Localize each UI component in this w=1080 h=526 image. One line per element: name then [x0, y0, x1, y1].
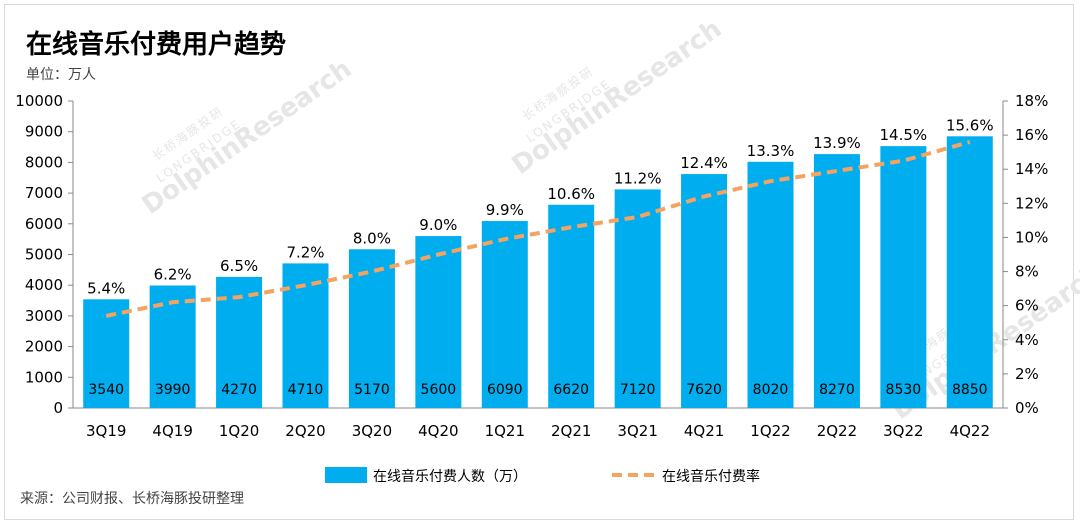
bar-value-label: 7620 — [686, 382, 722, 398]
y-left-tick-label: 5000 — [25, 246, 63, 264]
x-tick-label: 3Q22 — [883, 422, 923, 440]
y-right-tick-label: 12% — [1015, 194, 1048, 212]
bar-value-label: 4710 — [288, 382, 324, 398]
bar-value-label: 8270 — [819, 382, 855, 398]
rate-label: 11.2% — [614, 169, 662, 187]
y-left-tick-label: 0 — [53, 399, 63, 417]
bar-value-label: 6090 — [487, 382, 523, 398]
y-right-tick-label: 0% — [1015, 399, 1039, 417]
chart-frame — [4, 4, 1074, 520]
bar — [348, 249, 395, 408]
bar-value-label: 6620 — [553, 382, 589, 398]
rate-label: 6.5% — [220, 257, 258, 275]
bar — [880, 146, 927, 408]
y-right-tick-label: 16% — [1015, 126, 1048, 144]
x-tick-label: 1Q22 — [750, 422, 790, 440]
x-tick-label: 3Q19 — [86, 422, 126, 440]
rate-label: 14.5% — [880, 126, 928, 144]
x-tick-label: 3Q20 — [352, 422, 392, 440]
legend-bar-swatch — [325, 467, 367, 483]
bar-value-label: 8850 — [952, 382, 988, 398]
rate-label: 15.6% — [946, 116, 994, 134]
chart-title: 在线音乐付费用户趋势 — [26, 30, 287, 60]
bar — [548, 204, 595, 408]
rate-label: 7.2% — [286, 243, 324, 261]
y-left-tick-label: 7000 — [25, 184, 63, 202]
bar-value-label: 3540 — [88, 382, 124, 398]
bar-value-label: 5170 — [354, 382, 390, 398]
rate-line — [105, 140, 971, 318]
source-note: 来源：公司财报、长桥海豚投研整理 — [20, 491, 244, 507]
bar — [681, 174, 728, 408]
bar-value-label: 8020 — [753, 382, 789, 398]
bar — [614, 189, 661, 408]
y-left-tick-label: 3000 — [25, 307, 63, 325]
bar-value-label: 7120 — [620, 382, 656, 398]
rate-label: 6.2% — [154, 266, 192, 284]
rate-label: 12.4% — [680, 154, 728, 172]
bar — [83, 299, 130, 408]
bar — [481, 221, 528, 408]
bar — [282, 263, 329, 408]
x-tick-label: 4Q20 — [418, 422, 458, 440]
x-tick-label: 4Q22 — [950, 422, 990, 440]
x-tick-label: 4Q19 — [152, 422, 192, 440]
rate-label: 9.9% — [486, 201, 524, 219]
rate-label: 9.0% — [419, 216, 457, 234]
y-right-tick-label: 8% — [1015, 263, 1039, 281]
rate-label: 8.0% — [353, 229, 391, 247]
rate-label: 13.9% — [813, 134, 861, 152]
y-left-tick-label: 10000 — [15, 92, 63, 110]
y-right-tick-label: 2% — [1015, 365, 1039, 383]
y-right-tick-label: 18% — [1015, 92, 1048, 110]
x-tick-label: 2Q20 — [285, 422, 325, 440]
bar — [415, 236, 462, 408]
rate-label: 10.6% — [547, 185, 595, 203]
rate-label: 5.4% — [87, 279, 125, 297]
y-left-tick-label: 4000 — [25, 276, 63, 294]
bar — [747, 161, 794, 408]
x-tick-label: 3Q21 — [617, 422, 657, 440]
y-left-tick-label: 2000 — [25, 338, 63, 356]
y-right-tick-label: 10% — [1015, 228, 1048, 246]
legend-bar-label: 在线音乐付费人数（万） — [373, 468, 527, 485]
rate-label: 13.3% — [747, 142, 795, 160]
y-left-tick-label: 9000 — [25, 123, 63, 141]
x-tick-label: 2Q22 — [817, 422, 857, 440]
bar — [813, 154, 860, 408]
x-tick-label: 4Q21 — [684, 422, 724, 440]
bar-value-label: 3990 — [155, 382, 191, 398]
y-right-tick-label: 6% — [1015, 297, 1039, 315]
y-left-tick-label: 8000 — [25, 153, 63, 171]
bar-value-label: 8530 — [886, 382, 922, 398]
bar-value-label: 5600 — [421, 382, 457, 398]
legend-line-label: 在线音乐付费率 — [662, 468, 760, 485]
unit-label: 单位：万人 — [26, 67, 96, 83]
x-tick-label: 1Q20 — [219, 422, 259, 440]
x-tick-label: 2Q21 — [551, 422, 591, 440]
y-right-tick-label: 14% — [1015, 160, 1048, 178]
x-tick-label: 1Q21 — [485, 422, 525, 440]
bar — [946, 136, 993, 408]
y-left-tick-label: 1000 — [25, 368, 63, 386]
y-left-tick-label: 6000 — [25, 215, 63, 233]
bar-value-label: 4270 — [221, 382, 257, 398]
y-right-tick-label: 4% — [1015, 331, 1039, 349]
